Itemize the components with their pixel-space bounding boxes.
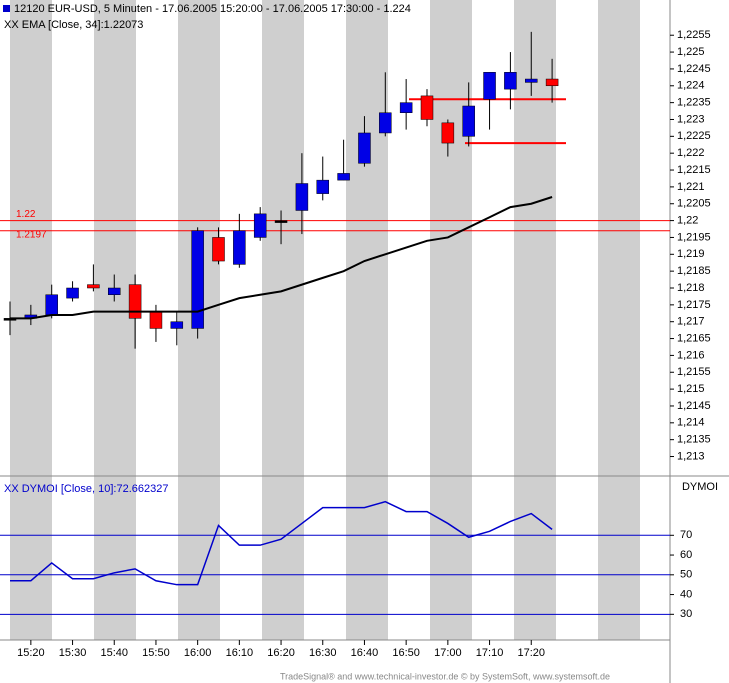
y-tick-label: 1,2145 xyxy=(677,400,711,412)
candle-body xyxy=(45,294,58,316)
x-tick-label: 16:40 xyxy=(351,647,379,659)
candle-body xyxy=(253,213,267,238)
y-tick-label: 1,2155 xyxy=(677,366,711,378)
y-tick-label: 1,221 xyxy=(677,181,705,193)
y-tick-label: 1,2215 xyxy=(677,164,711,176)
level-label: 1.2197 xyxy=(16,229,47,240)
candle-body xyxy=(108,287,121,295)
candle-body xyxy=(545,78,559,87)
chart-title: 12120 EUR-USD, 5 Minuten - 17.06.2005 15… xyxy=(14,3,411,15)
x-tick-label: 16:50 xyxy=(392,647,420,659)
x-tick-label: 16:30 xyxy=(309,647,337,659)
candle-body xyxy=(128,284,142,319)
candle-body xyxy=(66,287,79,299)
x-tick-label: 15:40 xyxy=(100,647,128,659)
candle-body xyxy=(212,237,225,262)
x-tick-label: 15:30 xyxy=(59,647,87,659)
candle-body xyxy=(337,173,350,181)
y-tick-label: 1,22 xyxy=(677,214,698,226)
y-tick-label: 1,224 xyxy=(677,80,705,92)
candle-body xyxy=(233,230,246,265)
candle-body xyxy=(504,72,517,90)
dymoi-legend: XX DYMOI [Close, 10]:72.662327 xyxy=(4,483,168,495)
y-tick-label: 30 xyxy=(680,608,692,620)
y-tick-label: 1,2255 xyxy=(677,29,711,41)
y-tick-label: 40 xyxy=(680,588,692,600)
candle-body xyxy=(420,95,434,120)
y-tick-label: 1,219 xyxy=(677,248,705,260)
x-tick-label: 17:20 xyxy=(517,647,545,659)
candle-body xyxy=(462,105,475,137)
y-tick-label: 1,2195 xyxy=(677,231,711,243)
candle-body xyxy=(399,102,413,113)
band xyxy=(514,0,556,640)
y-tick-label: 1,2245 xyxy=(677,63,711,75)
candle-body xyxy=(316,179,329,194)
ema-legend: XX EMA [Close, 34]:1.22073 xyxy=(4,19,143,31)
y-tick-label: 1,2185 xyxy=(677,265,711,277)
x-tick-label: 17:10 xyxy=(476,647,504,659)
band xyxy=(94,0,136,640)
x-tick-label: 17:00 xyxy=(434,647,462,659)
candle-body xyxy=(358,132,371,164)
y-tick-label: 1,217 xyxy=(677,316,705,328)
candle-body xyxy=(170,321,184,329)
candle-body xyxy=(295,183,309,211)
background-bands xyxy=(10,0,640,640)
x-tick-label: 15:50 xyxy=(142,647,170,659)
y-tick-label: 1,225 xyxy=(677,46,705,58)
y-tick-label: 1,2135 xyxy=(677,434,711,446)
candle-body xyxy=(379,112,392,134)
y-tick-label: 1,215 xyxy=(677,383,705,395)
x-tick-label: 16:20 xyxy=(267,647,295,659)
y-tick-label: 1,218 xyxy=(677,282,705,294)
footer: TradeSignal® and www.technical-investor.… xyxy=(280,671,610,681)
band xyxy=(598,0,640,640)
band xyxy=(430,0,472,640)
ema-line xyxy=(10,196,553,320)
y-tick-label: 1,213 xyxy=(677,450,705,462)
y-tick-label: 1,2175 xyxy=(677,299,711,311)
candle-body xyxy=(483,72,496,100)
y-tick-label: 60 xyxy=(680,549,692,561)
dymoi-axis-label: DYMOI xyxy=(682,481,718,493)
band xyxy=(262,0,304,640)
y-tick-label: 1,216 xyxy=(677,349,705,361)
x-tick-label: 16:10 xyxy=(226,647,254,659)
dymoi-line xyxy=(10,500,553,586)
candle-body xyxy=(149,311,163,329)
y-tick-label: 1,2225 xyxy=(677,130,711,142)
candle-body xyxy=(87,284,100,289)
y-tick-label: 1,223 xyxy=(677,113,705,125)
y-tick-label: 1,222 xyxy=(677,147,705,159)
band xyxy=(346,0,388,640)
candle-body xyxy=(441,122,455,144)
y-tick-label: 70 xyxy=(680,529,692,541)
candle-body xyxy=(274,220,288,223)
level-label: 1.22 xyxy=(16,209,36,220)
x-tick-label: 15:20 xyxy=(17,647,45,659)
y-tick-label: 1,214 xyxy=(677,417,705,429)
x-tick-label: 16:00 xyxy=(184,647,212,659)
candle-body xyxy=(191,230,204,329)
candle-body xyxy=(525,78,538,83)
y-tick-label: 1,2205 xyxy=(677,198,711,210)
y-tick-label: 1,2235 xyxy=(677,97,711,109)
y-tick-label: 50 xyxy=(680,569,692,581)
y-tick-label: 1,2165 xyxy=(677,332,711,344)
symbol-icon xyxy=(3,5,10,12)
